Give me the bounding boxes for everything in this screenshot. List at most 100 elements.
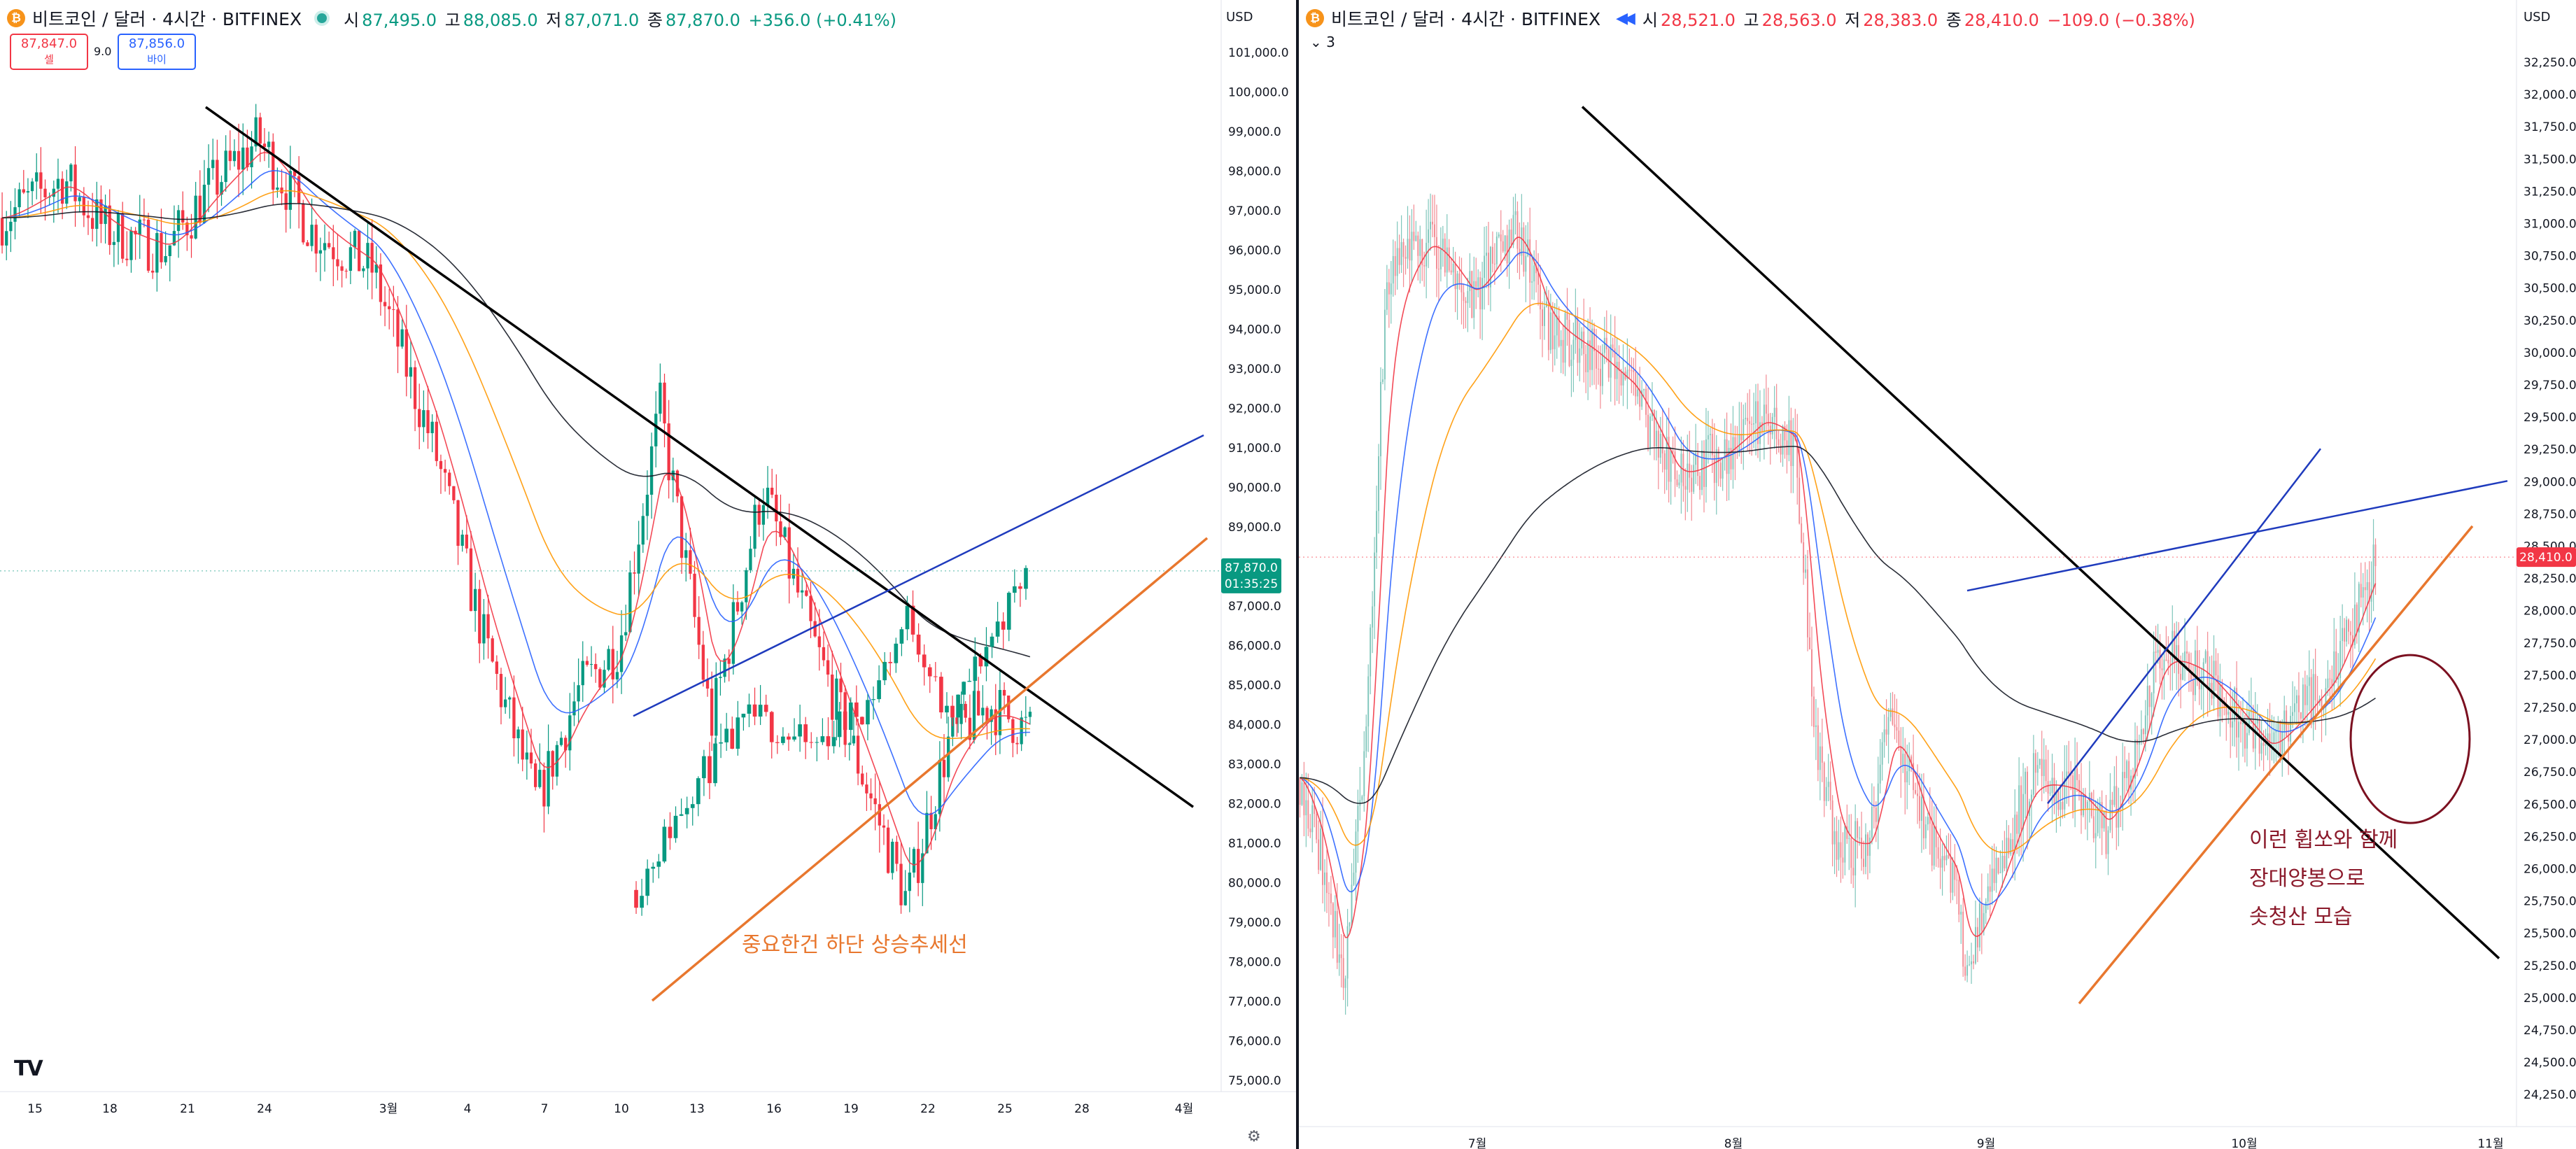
candle-body: [1747, 418, 1749, 421]
candle-body: [2032, 753, 2034, 795]
candle-body: [1821, 746, 1823, 763]
candle-body: [633, 572, 636, 574]
candle-body: [984, 647, 989, 667]
candle-body: [894, 643, 899, 663]
candle-body: [1743, 418, 1745, 440]
candle-body: [1554, 335, 1556, 350]
candle-body: [973, 656, 978, 681]
time-tick-label: 21: [180, 1102, 195, 1116]
candle-body: [448, 472, 451, 486]
buy-button[interactable]: 87,856.0 바이: [118, 34, 196, 70]
candle-body: [2262, 742, 2265, 746]
candle-body: [564, 738, 568, 751]
bar-countdown-label: 01:35:25: [1225, 577, 1278, 591]
pane-divider[interactable]: [1296, 0, 1299, 1149]
price-tick-label: 29,000.0: [2524, 475, 2576, 489]
candle-body: [1885, 729, 1887, 735]
candle-body: [1415, 235, 1417, 241]
candle-body: [1355, 831, 1357, 873]
candle-body: [1452, 263, 1454, 273]
candle-body: [0, 218, 4, 246]
candle-body: [713, 743, 717, 784]
candle-body: [2296, 695, 2297, 704]
candle-body: [2292, 712, 2294, 716]
candle-body: [1825, 787, 1827, 801]
candle-body: [745, 570, 748, 602]
left-time-settings-icon[interactable]: ⚙: [1247, 1128, 1261, 1146]
candle-body: [26, 191, 30, 193]
candle-body: [1370, 627, 1372, 677]
candle-body: [1307, 800, 1309, 829]
candle-body: [1484, 255, 1486, 279]
candle-body: [2308, 677, 2310, 686]
candle-body: [1763, 404, 1765, 431]
candle-body: [684, 808, 689, 815]
right-chart-pane[interactable]: 32,250.0 32,000.0 31,750.0 31,500.0 31,250.0…: [1299, 0, 2576, 1149]
blue-steep-line: [2047, 448, 2321, 805]
candle-body: [1508, 230, 1510, 264]
candle-body: [2039, 759, 2041, 766]
right-chart-canvas[interactable]: 32,250.0 32,000.0 31,750.0 31,500.0 31,250.0…: [1299, 0, 2576, 1149]
candle-body: [702, 756, 706, 779]
price-tick-label: 25,750.0: [2524, 895, 2576, 909]
close-label: 종: [1945, 10, 1962, 30]
tradingview-logo-icon[interactable]: TV: [14, 1057, 43, 1081]
candle-body: [2086, 801, 2088, 808]
candle-body: [482, 614, 486, 644]
price-tick-label: 29,500.0: [2524, 411, 2576, 425]
candle-body: [730, 728, 735, 749]
price-tick-label: 81,000.0: [1228, 837, 1281, 851]
candle-body: [392, 309, 395, 310]
candle-body: [959, 703, 963, 724]
candle-body: [1913, 763, 1915, 791]
candle-body: [2120, 808, 2122, 810]
right-symbol-title[interactable]: 비트코인 / 달러 · 4시간 · BITFINEX: [1331, 9, 1601, 29]
market-open-status-icon: [317, 13, 328, 23]
close-value: 87,870.0: [666, 10, 740, 30]
candle-body: [1960, 911, 1962, 915]
candle-body: [1831, 800, 1834, 845]
price-tick-label: 25,250.0: [2524, 959, 2576, 973]
replay-rewind-icon[interactable]: ◀◀: [1616, 9, 1635, 27]
candle-body: [293, 171, 297, 176]
sell-price: 87,847.0: [20, 36, 78, 51]
candle-body: [1301, 782, 1303, 805]
candle-body: [2180, 673, 2182, 680]
left-symbol-title[interactable]: 비트코인 / 달러 · 4시간 · BITFINEX: [32, 9, 302, 29]
left-chart-canvas[interactable]: 101,000.0 100,000.0 99,000.0 98,000.0 97,000…: [0, 0, 1296, 1149]
ma-blue-line: [2, 170, 1030, 816]
candle-body: [2167, 659, 2169, 663]
candle-body: [594, 663, 598, 670]
candle-body: [1587, 340, 1589, 372]
candle-body: [1717, 449, 1719, 463]
candle-body: [1328, 893, 1330, 894]
price-tick-label: 95,000.0: [1228, 283, 1281, 297]
candle-body: [1687, 463, 1689, 490]
price-tick-label: 31,000.0: [2524, 218, 2576, 232]
candle-body: [1745, 418, 1747, 419]
left-chart-pane[interactable]: 101,000.0 100,000.0 99,000.0 98,000.0 97,000…: [0, 0, 1296, 1149]
left-currency-label[interactable]: USD: [1226, 10, 1253, 24]
candle-body: [1326, 872, 1328, 894]
candle-body: [766, 487, 770, 505]
time-tick-label: 4: [464, 1102, 472, 1116]
candle-body: [2283, 710, 2286, 732]
low-label: 저: [1845, 10, 1861, 30]
candle-body: [645, 494, 649, 516]
candle-body: [1836, 831, 1838, 860]
candle-body: [831, 737, 836, 747]
candle-body: [668, 826, 673, 838]
right-currency-label[interactable]: USD: [2524, 10, 2551, 24]
descending-trendline: [204, 106, 1195, 808]
time-tick-label: 19: [843, 1102, 859, 1116]
candle-body: [1471, 271, 1473, 318]
candle-body: [925, 812, 929, 854]
indicator-collapse-toggle[interactable]: ⌄ 3: [1310, 34, 1335, 50]
high-label: 고: [1743, 10, 1759, 30]
sell-button[interactable]: 87,847.0 셀: [10, 34, 88, 70]
candle-body: [216, 160, 219, 195]
candle-body: [1676, 479, 1678, 486]
candle-body: [328, 243, 331, 248]
candle-body: [1558, 316, 1560, 346]
candle-body: [2250, 708, 2252, 712]
